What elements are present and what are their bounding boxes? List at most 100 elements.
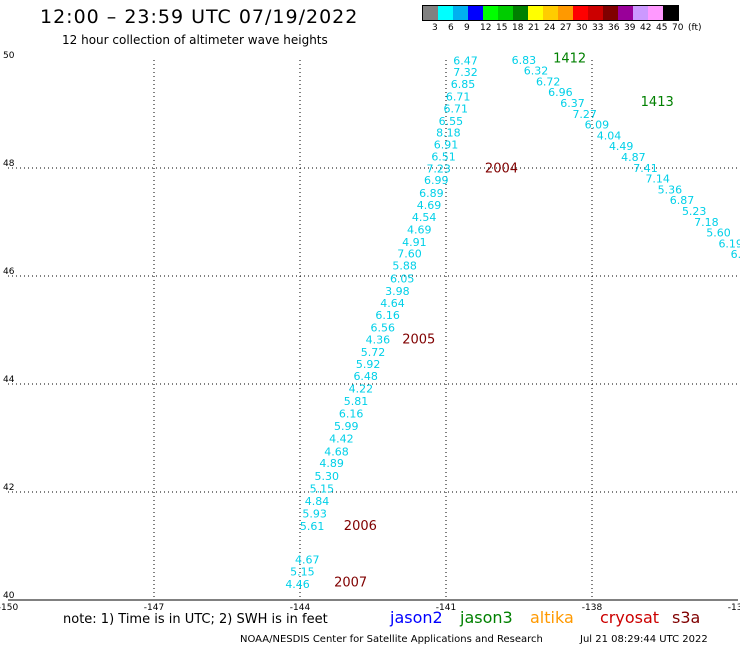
legend-swatch: [573, 6, 588, 20]
lon-tick-label: -135: [728, 603, 740, 613]
lon-tick-label: -147: [144, 603, 164, 613]
legend-swatch: [663, 6, 678, 20]
wave-height-label: 5.23: [682, 205, 707, 218]
wave-height-label: 5.81: [344, 395, 369, 408]
legend-tick-label: 36: [608, 23, 620, 33]
wave-height-label: 7.23: [426, 162, 451, 175]
legend-swatch: [588, 6, 603, 20]
wave-height-label: 6.99: [424, 174, 449, 187]
legend-tick-label: 6: [448, 23, 454, 33]
legend-unit-label: (ft): [688, 23, 702, 33]
lat-tick-label: 50: [3, 51, 15, 61]
wave-height-label: 4.67: [295, 553, 320, 566]
wave-height-label: 4.36: [366, 334, 391, 347]
lon-tick-label: -150: [0, 603, 18, 613]
wave-height-label: 4.91: [402, 236, 427, 249]
legend-swatch: [528, 6, 543, 20]
mission-jason2: jason2: [390, 608, 443, 627]
wave-height-label: 7.32: [453, 66, 478, 79]
legend-tick-label: 30: [576, 23, 588, 33]
wave-height-label: 5.93: [302, 507, 327, 520]
legend-swatch: [618, 6, 633, 20]
wave-height-label: 6.37: [560, 97, 585, 110]
legend-swatch: [498, 6, 513, 20]
legend-tick-label: 18: [512, 23, 524, 33]
pass-time-label: 1412: [553, 52, 586, 67]
wave-height-label: 6.19: [718, 237, 740, 250]
pass-time-label: 2005: [402, 333, 435, 348]
wave-height-label: 6.32: [524, 65, 549, 78]
legend-tick-label: 27: [560, 23, 572, 33]
legend-tick-label: 42: [640, 23, 652, 33]
legend-swatch: [633, 6, 648, 20]
wave-height-label: 6.91: [434, 139, 459, 152]
wave-height-label: 6.47: [453, 54, 478, 67]
lat-tick-label: 40: [3, 591, 15, 601]
wave-height-label: 4.46: [285, 578, 310, 591]
wave-height-label: 4.49: [609, 140, 634, 153]
legend-swatches: [422, 5, 679, 21]
wave-height-label: 4.89: [319, 457, 344, 470]
legend-tick-label: 15: [496, 23, 508, 33]
wave-height-label: 5.15: [290, 566, 315, 579]
legend-swatch: [453, 6, 468, 20]
wave-height-label: 5.92: [356, 358, 381, 371]
lat-tick-label: 48: [3, 159, 15, 169]
wave-height-label: 6.87: [670, 194, 695, 207]
legend-swatch: [603, 6, 618, 20]
wave-height-label: 6.89: [419, 187, 444, 200]
wave-height-label: 6.72: [536, 75, 561, 88]
legend-swatch: [513, 6, 528, 20]
wave-height-label: 6.56: [370, 322, 395, 335]
footer-credit: NOAA/NESDIS Center for Satellite Applica…: [240, 634, 543, 645]
legend-swatch: [543, 6, 558, 20]
legend-swatch: [558, 6, 573, 20]
mission-altika: altika: [530, 608, 574, 627]
wave-height-label: 8.18: [436, 127, 461, 140]
wave-height-label: 4.54: [412, 211, 437, 224]
wave-height-label: 4.04: [597, 129, 622, 142]
wave-height-label: 6.16: [339, 407, 364, 420]
legend-swatch: [438, 6, 453, 20]
wave-height-label: 3.98: [385, 285, 410, 298]
legend-swatch: [483, 6, 498, 20]
color-legend: 3 6 9 12 15 18 21 24 27 30 33 36 39 42 45 70 (ft): [422, 5, 702, 35]
legend-swatch: [468, 6, 483, 20]
wave-height-label: 4.84: [305, 495, 330, 508]
legend-tick-label: 39: [624, 23, 636, 33]
wave-height-label: 6.83: [512, 54, 537, 67]
wave-height-label: 7.27: [572, 108, 597, 121]
wave-height-label: 7.18: [694, 216, 719, 229]
wave-height-label: 4.42: [329, 432, 354, 445]
wave-height-label: 6.09: [585, 119, 610, 132]
wave-height-label: 5.60: [706, 227, 731, 240]
wave-height-label: 4.68: [324, 445, 349, 458]
pass-time-label: 1413: [641, 95, 674, 110]
legend-tick-label: 21: [528, 23, 540, 33]
legend-tick-label: 3: [432, 23, 438, 33]
wave-height-label: 6.96: [548, 86, 573, 99]
wave-height-label: 6.55: [439, 115, 464, 128]
legend-tick-label: 33: [592, 23, 604, 33]
wave-height-label: 6.51: [431, 150, 456, 163]
wave-height-label: 4.22: [349, 383, 374, 396]
wave-height-label: 6.16: [375, 309, 400, 322]
wave-height-label: 5.36: [658, 183, 683, 196]
mission-cryosat: cryosat: [600, 608, 660, 627]
legend-labels: 3 6 9 12 15 18 21 24 27 30 33 36 39 42 45 70 (ft): [422, 21, 702, 35]
wave-height-label: 5.99: [334, 420, 359, 433]
lon-tick-label: -141: [436, 603, 456, 613]
legend-tick-label: 12: [480, 23, 492, 33]
pass-time-label: 2006: [344, 519, 377, 534]
pass-time-label: 2007: [334, 576, 367, 591]
wave-height-label: 6.85: [451, 78, 476, 91]
legend-tick-label: 9: [464, 23, 470, 33]
wave-height-label: 4.69: [407, 223, 432, 236]
wave-height-label: 6.71: [443, 102, 468, 115]
mission-s3a: s3a: [672, 608, 701, 627]
legend-swatch: [423, 6, 438, 20]
wave-height-label: 7.60: [397, 248, 422, 261]
legend-tick-label: 70: [672, 23, 684, 33]
footer-note: note: 1) Time is in UTC; 2) SWH is in fe…: [63, 612, 328, 627]
